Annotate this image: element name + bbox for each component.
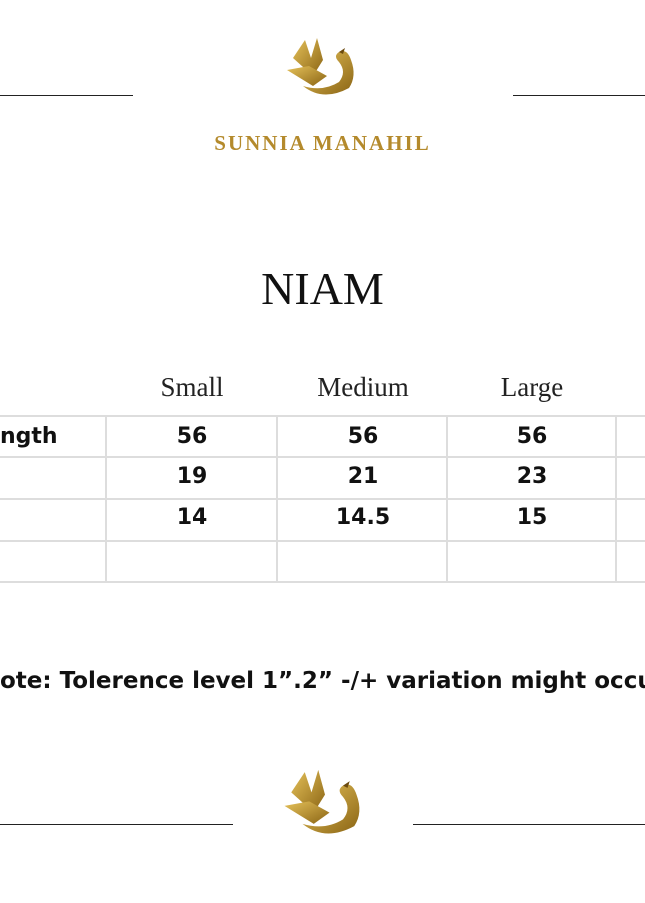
table-cell: 23 <box>516 464 548 489</box>
column-header: Small <box>160 372 224 402</box>
table-cell: 14.5 <box>335 505 391 530</box>
table-cell: 56 <box>516 424 548 449</box>
column-header: Large <box>500 372 564 402</box>
divider <box>513 95 645 96</box>
logo <box>287 38 354 95</box>
table-border <box>0 581 645 583</box>
table-border <box>276 416 278 582</box>
table-cell: 19 <box>176 464 208 489</box>
table-border <box>446 416 448 582</box>
brand-name: SUNNIA MANAHIL <box>214 131 431 155</box>
table-cell: 15 <box>516 505 548 530</box>
divider <box>413 824 645 825</box>
table-border <box>0 456 645 458</box>
table-border <box>0 415 645 417</box>
logo <box>284 769 360 834</box>
table-border <box>105 416 107 582</box>
table-cell: 14 <box>176 505 208 530</box>
table-cell: 56 <box>176 424 208 449</box>
table-cell: 21 <box>347 464 379 489</box>
divider <box>0 95 133 96</box>
title: NIAM <box>261 263 384 314</box>
note: ote: Tolerence level 1”.2” -/+ variation… <box>0 668 645 694</box>
row-label: ngth <box>0 424 58 449</box>
table-border <box>0 498 645 500</box>
column-header: Medium <box>317 372 409 402</box>
table-border <box>615 416 617 582</box>
table-cell: 56 <box>347 424 379 449</box>
divider <box>0 824 233 825</box>
table-border <box>0 540 645 542</box>
